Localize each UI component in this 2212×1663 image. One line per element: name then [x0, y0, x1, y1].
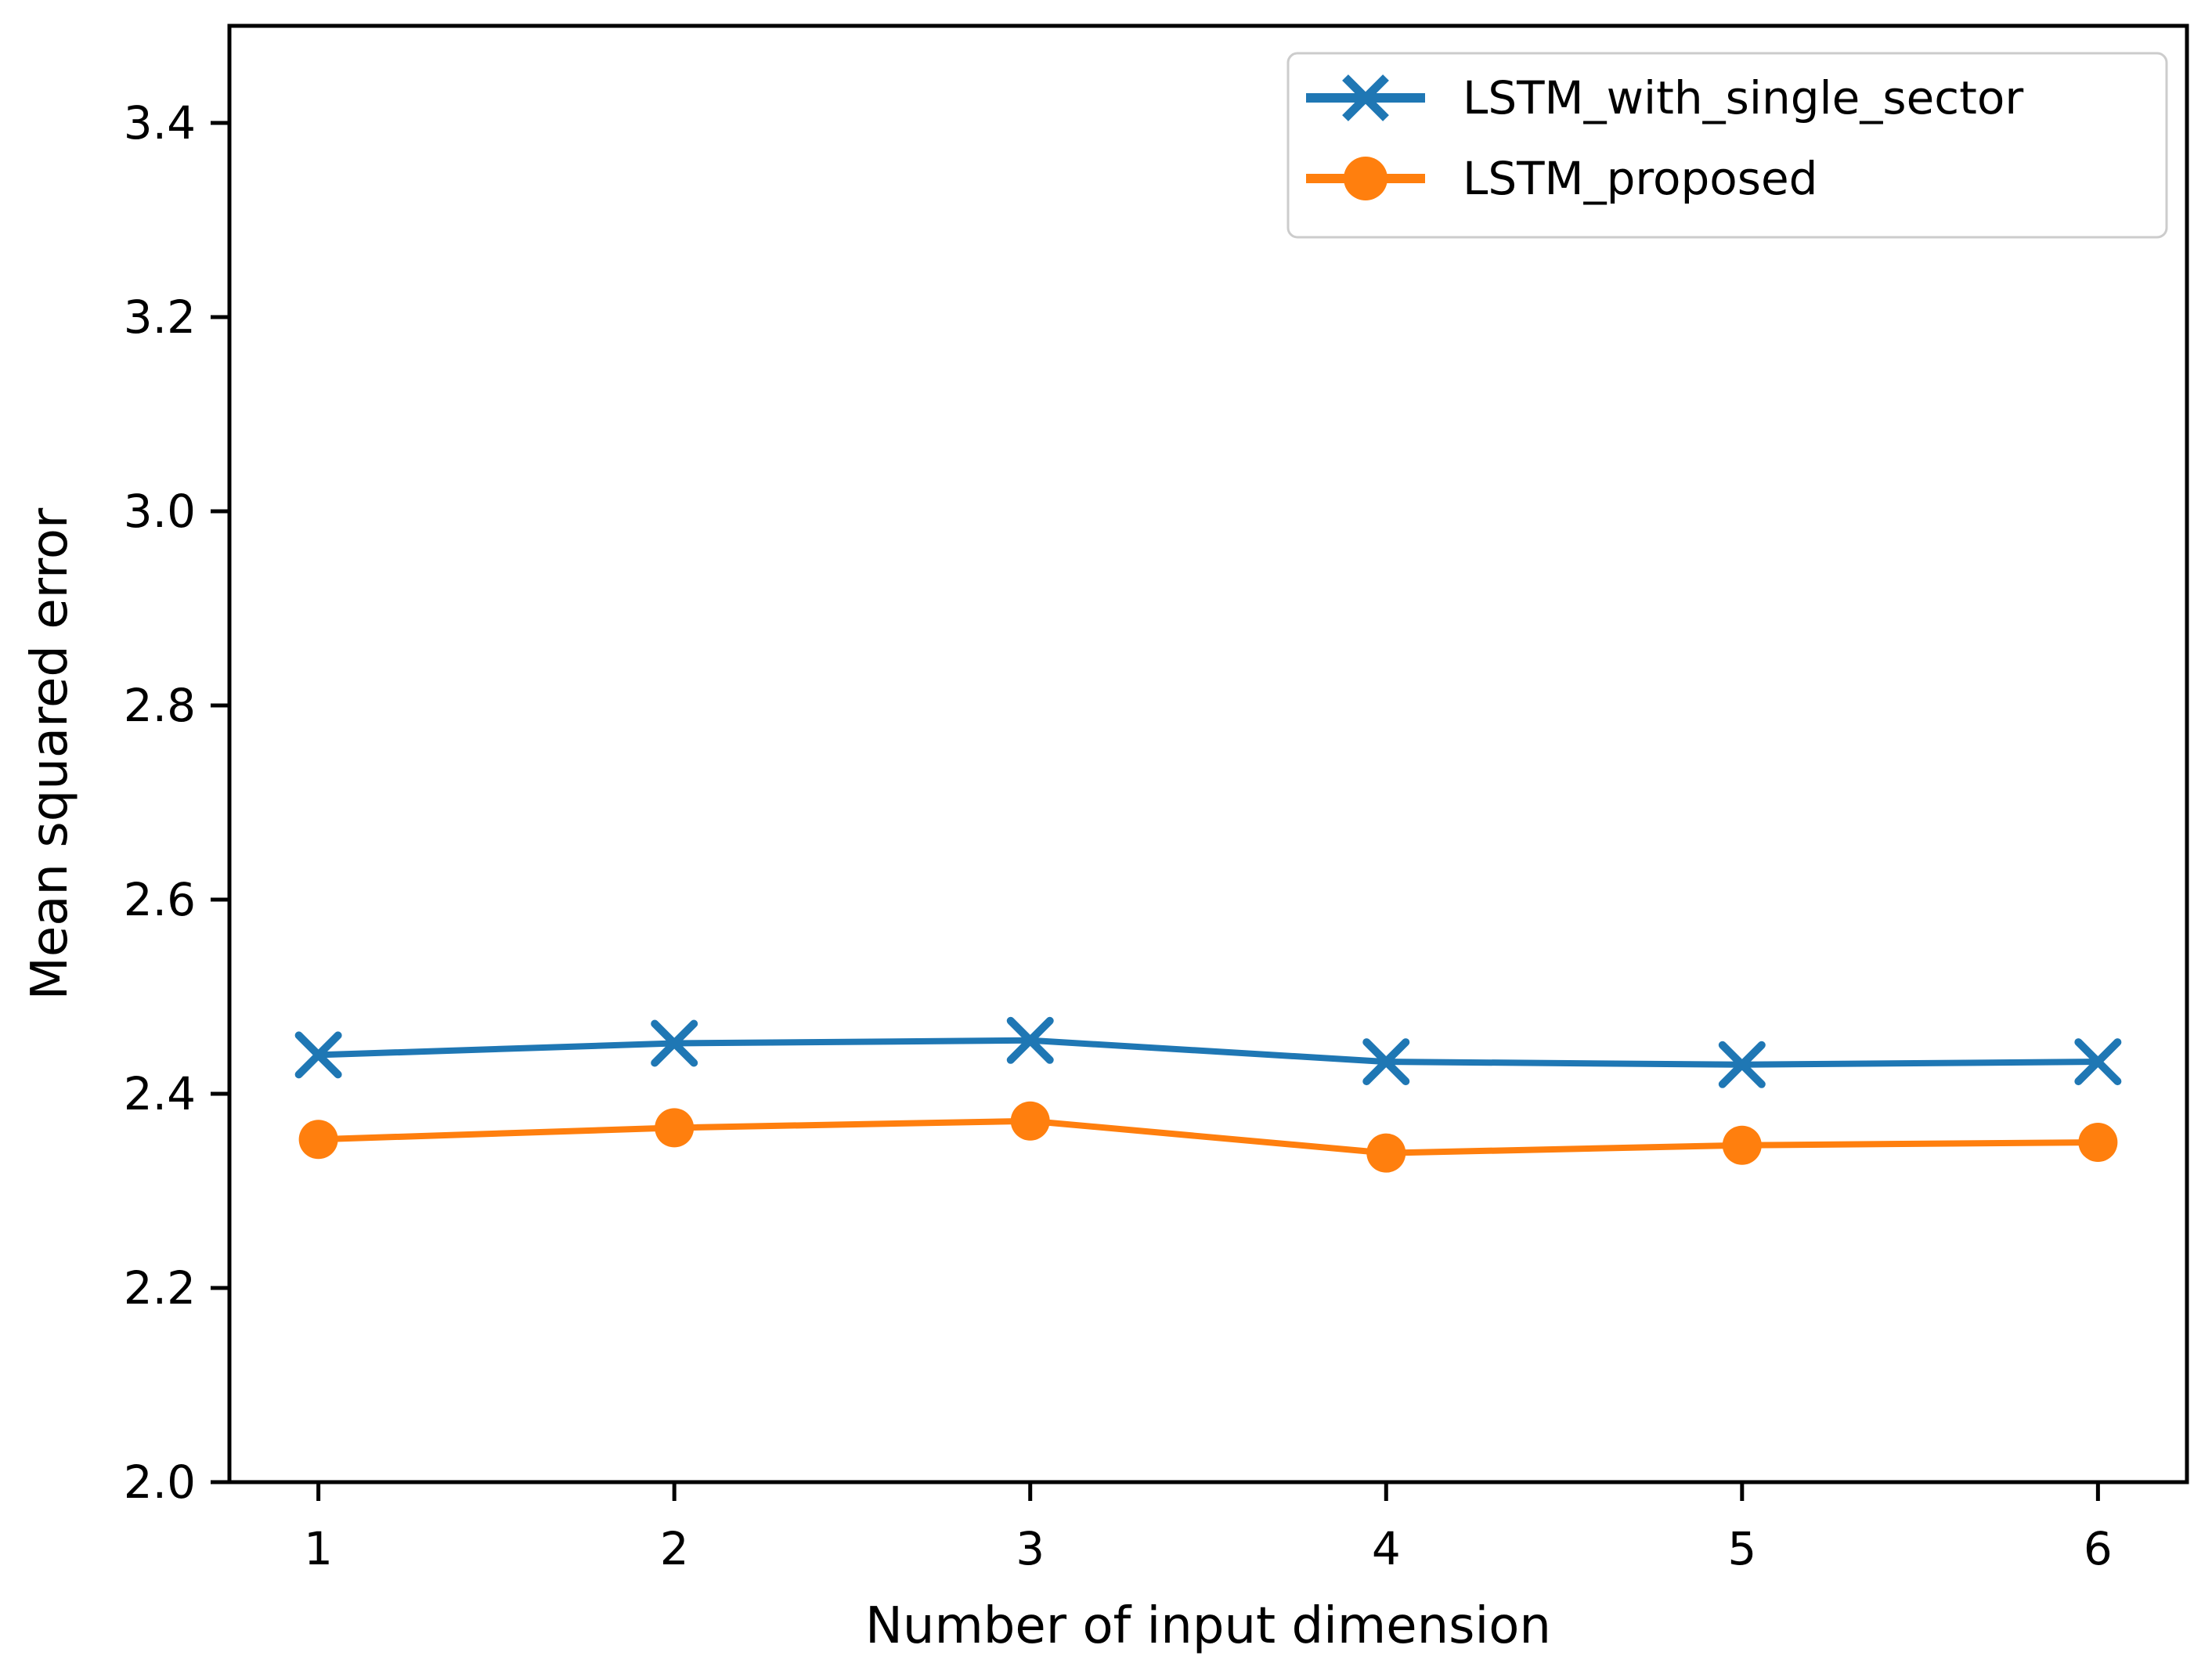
plot-border — [227, 23, 2189, 1484]
circle-marker-icon — [2078, 1123, 2118, 1162]
plot-area: 1 2 3 4 5 6 2.0 2.2 2.4 2.6 2.8 3.0 3.2 3.4 — [124, 23, 2189, 1575]
circle-marker-icon — [655, 1108, 695, 1148]
y-tick-label: 2.2 — [124, 1261, 196, 1315]
y-tick-label: 2.0 — [124, 1456, 196, 1509]
x-tick-label: 3 — [1016, 1522, 1045, 1575]
x-tick-label: 6 — [2084, 1522, 2113, 1575]
legend-label: LSTM_proposed — [1463, 152, 1818, 205]
y-tick-label: 2.8 — [124, 679, 196, 732]
y-tick-label: 3.4 — [124, 96, 196, 150]
y-tick-label: 3.0 — [124, 485, 196, 538]
legend-box — [1286, 52, 2168, 239]
x-marker-icon — [2074, 1038, 2122, 1086]
y-tick-label: 2.4 — [124, 1067, 196, 1120]
legend-item-lstm-proposed: LSTM_proposed — [1306, 152, 1818, 205]
circle-marker-icon — [1366, 1133, 1406, 1173]
x-tick-label: 1 — [304, 1522, 333, 1575]
x-axis-title: Number of input dimension — [865, 1597, 1551, 1655]
x-marker-icon — [651, 1019, 698, 1067]
series-line-1 — [315, 1117, 2102, 1156]
legend-circle-marker-icon — [1344, 157, 1387, 200]
y-tick-label: 3.2 — [124, 290, 196, 344]
x-marker-icon — [1006, 1016, 1054, 1064]
circle-marker-icon — [1722, 1125, 1762, 1165]
legend-x-marker-icon — [1342, 74, 1389, 121]
y-axis-title: Mean squared error — [21, 507, 79, 1000]
y-tick-label: 2.6 — [124, 873, 196, 926]
x-tick-label: 2 — [660, 1522, 689, 1575]
legend-label: LSTM_with_single_sector — [1463, 71, 2023, 124]
legend-item-lstm-with-single-sector: LSTM_with_single_sector — [1306, 71, 2023, 124]
circle-marker-icon — [1010, 1101, 1050, 1141]
series-line-0 — [315, 1037, 2102, 1068]
x-marker-icon — [1362, 1038, 1410, 1086]
legend: LSTM_with_single_sector LSTM_proposed — [1286, 52, 2168, 239]
x-marker-icon — [1718, 1041, 1766, 1088]
circle-marker-icon — [298, 1120, 338, 1160]
x-tick-label: 5 — [1727, 1522, 1756, 1575]
x-marker-icon — [294, 1031, 342, 1079]
x-tick-label: 4 — [1372, 1522, 1401, 1575]
